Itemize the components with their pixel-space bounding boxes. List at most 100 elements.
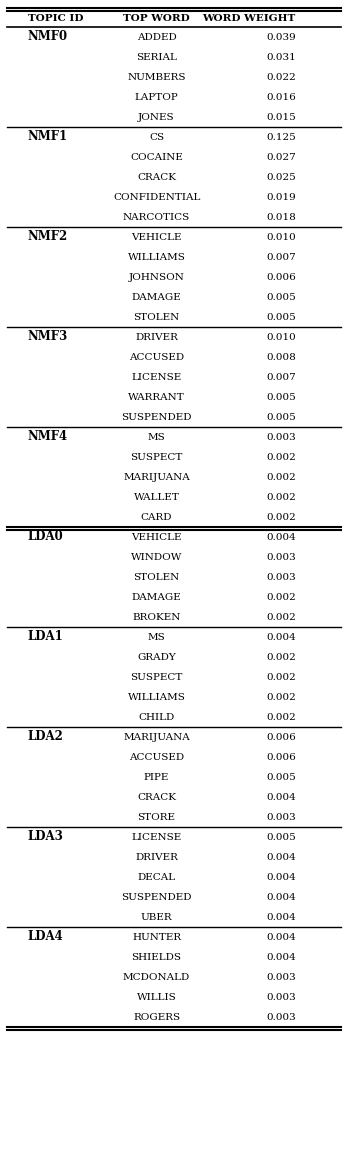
Text: PIPE: PIPE [144,773,169,782]
Text: CONFIDENTIAL: CONFIDENTIAL [113,192,200,201]
Text: ACCUSED: ACCUSED [129,353,184,361]
Text: WARRANT: WARRANT [128,392,185,401]
Text: 0.027: 0.027 [266,153,296,161]
Text: 0.003: 0.003 [266,1012,296,1021]
Text: 0.031: 0.031 [266,53,296,61]
Text: 0.002: 0.002 [266,613,296,621]
Text: 0.002: 0.002 [266,592,296,601]
Text: 0.003: 0.003 [266,432,296,442]
Text: SHIELDS: SHIELDS [132,952,182,961]
Text: 0.006: 0.006 [266,273,296,282]
Text: 0.005: 0.005 [266,413,296,422]
Text: BROKEN: BROKEN [132,613,181,621]
Text: 0.005: 0.005 [266,833,296,842]
Text: 0.005: 0.005 [266,392,296,401]
Text: 0.016: 0.016 [266,92,296,101]
Text: 0.004: 0.004 [266,792,296,802]
Text: MARIJUANA: MARIJUANA [123,733,190,742]
Text: 0.019: 0.019 [266,192,296,201]
Text: 0.002: 0.002 [266,713,296,721]
Text: 0.003: 0.003 [266,573,296,582]
Text: 0.039: 0.039 [266,32,296,41]
Text: 0.008: 0.008 [266,353,296,361]
Text: 0.004: 0.004 [266,892,296,902]
Text: MARIJUANA: MARIJUANA [123,473,190,482]
Text: 0.004: 0.004 [266,952,296,961]
Text: DECAL: DECAL [137,873,176,882]
Text: 0.004: 0.004 [266,532,296,542]
Text: 0.010: 0.010 [266,232,296,242]
Text: CS: CS [149,132,164,141]
Text: DRIVER: DRIVER [135,332,178,342]
Text: LDA1: LDA1 [28,630,64,644]
Text: 0.002: 0.002 [266,473,296,482]
Text: VEHICLE: VEHICLE [131,232,182,242]
Text: LDA3: LDA3 [28,830,64,843]
Text: UBER: UBER [141,912,172,921]
Text: LDA0: LDA0 [28,530,64,544]
Text: WILLIAMS: WILLIAMS [128,253,185,261]
Text: VEHICLE: VEHICLE [131,532,182,542]
Text: 0.015: 0.015 [266,113,296,122]
Text: TOP WORD: TOP WORD [123,14,190,23]
Text: 0.003: 0.003 [266,552,296,561]
Text: 0.022: 0.022 [266,72,296,82]
Text: NMF4: NMF4 [28,430,68,444]
Text: ACCUSED: ACCUSED [129,752,184,761]
Text: 0.010: 0.010 [266,332,296,342]
Text: GRADY: GRADY [137,652,176,661]
Text: WINDOW: WINDOW [131,552,182,561]
Text: 0.004: 0.004 [266,632,296,642]
Text: LICENSE: LICENSE [132,833,182,842]
Text: DAMAGE: DAMAGE [132,592,181,601]
Text: 0.007: 0.007 [266,373,296,382]
Text: 0.018: 0.018 [266,213,296,222]
Text: DAMAGE: DAMAGE [132,292,181,301]
Text: NMF2: NMF2 [28,230,68,244]
Text: JOHNSON: JOHNSON [129,273,184,282]
Text: LDA2: LDA2 [28,730,64,744]
Text: WALLET: WALLET [134,492,180,501]
Text: LDA4: LDA4 [28,930,64,943]
Text: 0.025: 0.025 [266,172,296,182]
Text: 0.004: 0.004 [266,912,296,921]
Text: NMF3: NMF3 [28,330,68,344]
Text: STOLEN: STOLEN [134,573,180,582]
Text: 0.002: 0.002 [266,492,296,501]
Text: CRACK: CRACK [137,172,176,182]
Text: 0.002: 0.002 [266,692,296,702]
Text: COCAINE: COCAINE [130,153,183,161]
Text: ADDED: ADDED [137,32,176,41]
Text: 0.002: 0.002 [266,673,296,682]
Text: 0.006: 0.006 [266,752,296,761]
Text: SUSPENDED: SUSPENDED [121,892,192,902]
Text: NARCOTICS: NARCOTICS [123,213,190,222]
Text: DRIVER: DRIVER [135,852,178,861]
Text: NMF0: NMF0 [28,31,68,44]
Text: 0.002: 0.002 [266,452,296,461]
Text: NMF1: NMF1 [28,130,68,144]
Text: MS: MS [148,432,166,442]
Text: JONES: JONES [138,113,175,122]
Text: 0.004: 0.004 [266,852,296,861]
Text: 0.005: 0.005 [266,292,296,301]
Text: WILLIAMS: WILLIAMS [128,692,185,702]
Text: STORE: STORE [137,813,176,821]
Text: HUNTER: HUNTER [132,933,181,942]
Text: SUSPENDED: SUSPENDED [121,413,192,422]
Text: LICENSE: LICENSE [132,373,182,382]
Text: MS: MS [148,632,166,642]
Text: CHILD: CHILD [139,713,175,721]
Text: 0.003: 0.003 [266,813,296,821]
Text: WORD WEIGHT: WORD WEIGHT [203,14,296,23]
Text: 0.003: 0.003 [266,992,296,1002]
Text: STOLEN: STOLEN [134,313,180,322]
Text: CRACK: CRACK [137,792,176,802]
Text: 0.002: 0.002 [266,652,296,661]
Text: 0.003: 0.003 [266,973,296,981]
Text: 0.006: 0.006 [266,733,296,742]
Text: MCDONALD: MCDONALD [123,973,190,981]
Text: LAPTOP: LAPTOP [135,92,179,101]
Text: 0.007: 0.007 [266,253,296,261]
Text: 0.002: 0.002 [266,513,296,521]
